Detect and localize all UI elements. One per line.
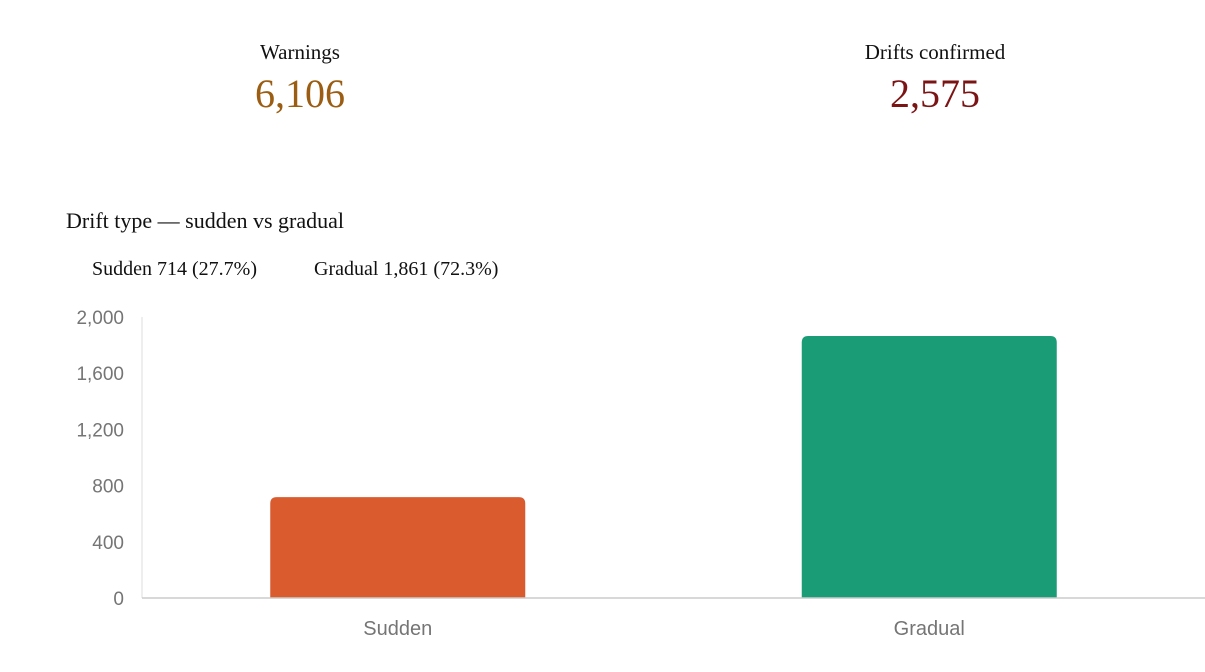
x-tick-label-sudden: Sudden bbox=[363, 618, 432, 640]
y-tick-label: 1,200 bbox=[76, 420, 124, 441]
kpi-drifts-confirmed: Drifts confirmed 2,575 bbox=[785, 38, 1085, 118]
kpi-drifts-confirmed-value: 2,575 bbox=[890, 71, 980, 116]
y-tick-label: 800 bbox=[92, 477, 124, 498]
kpi-warnings-value: 6,106 bbox=[255, 71, 345, 116]
legend-item-gradual: Gradual 1,861 (72.3%) bbox=[314, 258, 499, 280]
y-tick-label: 2,000 bbox=[76, 308, 124, 329]
y-tick-label: 0 bbox=[113, 589, 124, 610]
bar-sudden bbox=[270, 497, 526, 599]
legend-item-sudden: Sudden 714 (27.7%) bbox=[92, 258, 257, 280]
chart-title: Drift type — sudden vs gradual bbox=[66, 208, 344, 233]
y-tick-label: 1,600 bbox=[76, 364, 124, 385]
bar-gradual bbox=[801, 336, 1057, 599]
kpi-warnings: Warnings 6,106 bbox=[150, 38, 450, 118]
kpi-warnings-label: Warnings bbox=[260, 40, 340, 64]
y-tick-label: 400 bbox=[92, 533, 124, 554]
x-tick-label-gradual: Gradual bbox=[894, 618, 965, 640]
kpi-drifts-confirmed-label: Drifts confirmed bbox=[864, 40, 1006, 64]
